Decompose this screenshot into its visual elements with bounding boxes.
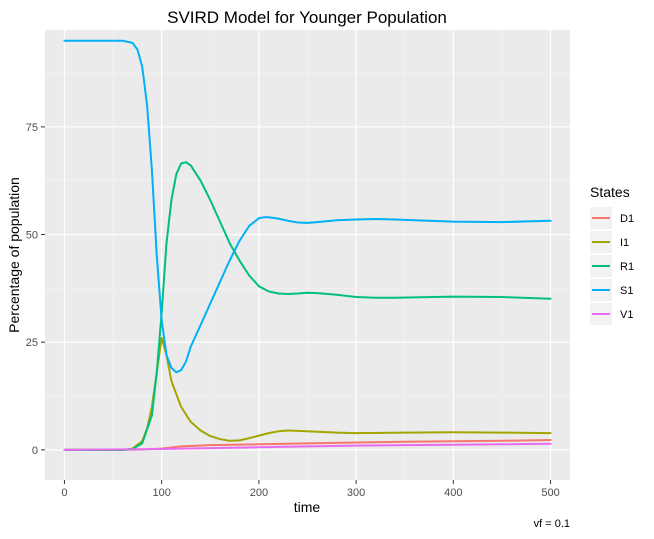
y-axis-ticks: 0 25 50 75 — [26, 122, 45, 457]
x-tick-label: 300 — [347, 487, 365, 499]
legend-label-S1: S1 — [620, 285, 633, 297]
legend-label-D1: D1 — [620, 213, 634, 225]
x-tick-label: 200 — [250, 487, 268, 499]
legend-title: States — [590, 184, 630, 200]
grid-minor — [45, 30, 570, 480]
legend: States D1 I1 R1 S1 V1 — [590, 184, 634, 325]
legend-label-R1: R1 — [620, 261, 634, 273]
y-tick-label: 50 — [26, 230, 38, 242]
y-tick-label: 25 — [26, 337, 38, 349]
series-line-V1 — [63, 442, 552, 451]
legend-label-I1: I1 — [620, 237, 629, 249]
legend-label-V1: V1 — [620, 309, 633, 321]
y-tick-label: 75 — [26, 122, 38, 134]
y-axis-title: Percentage of population — [6, 177, 22, 333]
x-tick-label: 400 — [444, 487, 462, 499]
series-line-I1 — [63, 336, 552, 451]
y-tick-label: 0 — [32, 445, 38, 457]
series-line-S1 — [63, 39, 552, 374]
x-tick-label: 500 — [541, 487, 559, 499]
chart-caption: vf = 0.1 — [534, 518, 570, 530]
x-axis-ticks: 0 100 200 300 400 500 — [61, 480, 560, 499]
chart-title: SVIRD Model for Younger Population — [167, 8, 447, 27]
series-lines — [63, 39, 552, 451]
x-axis-title: time — [294, 499, 321, 515]
x-tick-label: 0 — [61, 487, 67, 499]
x-tick-label: 100 — [152, 487, 170, 499]
